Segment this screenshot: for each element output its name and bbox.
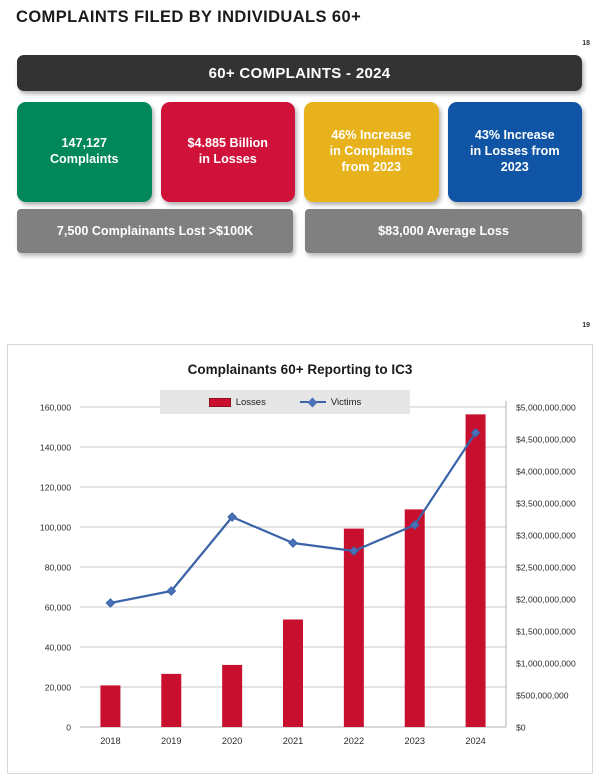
complaints-banner: 60+ COMPLAINTS - 2024 xyxy=(17,55,582,91)
chart-legend: Losses Victims xyxy=(160,390,410,414)
stat-card-complaints: 147,127 Complaints xyxy=(17,102,152,202)
chart-line-marker xyxy=(348,546,359,556)
banner-label: 60+ COMPLAINTS - 2024 xyxy=(208,64,391,82)
stat-card-loss-increase: 43% Increase in Losses from 2023 xyxy=(447,102,582,202)
right-axis-tick-label: $2,500,000,000 xyxy=(516,562,576,572)
x-axis-tick-label: 2020 xyxy=(222,736,242,746)
slide-18-section: 18 60+ COMPLAINTS - 2024 147,127 Complai… xyxy=(0,36,600,296)
right-axis-tick-label: $1,000,000,000 xyxy=(516,658,576,668)
left-axis-tick-label: 140,000 xyxy=(40,442,71,452)
chart-container: Complainants 60+ Reporting to IC3 0 20,00… xyxy=(7,344,593,774)
chart-bar xyxy=(100,685,121,727)
legend-label-losses: Losses xyxy=(235,396,266,408)
left-axis-tick-label: 100,000 xyxy=(40,522,71,532)
left-axis-tick-label: 60,000 xyxy=(45,602,72,612)
stat-card-line2: in Losses from xyxy=(469,144,560,159)
left-axis-tick-label: 40,000 xyxy=(45,642,72,652)
right-axis-tick-label: $2,000,000,000 xyxy=(516,594,576,604)
stat-card-line3: from 2023 xyxy=(341,159,401,174)
stat-card-line3: 2023 xyxy=(500,159,529,174)
right-axis-tick-label: $4,000,000,000 xyxy=(516,466,576,476)
chart-line-marker xyxy=(227,512,238,522)
right-axis-tick-label: $4,500,000,000 xyxy=(516,434,576,444)
slide-19-section: 19 Complainants 60+ Reporting to IC3 0 20… xyxy=(0,316,600,779)
stat-card-line1: $4.885 Billion xyxy=(187,136,269,151)
chart-bar xyxy=(283,619,303,727)
chart-title: Complainants 60+ Reporting to IC3 xyxy=(187,362,413,377)
gray-card-complainants-lost: 7,500 Complainants Lost >$100K xyxy=(17,209,293,253)
legend-line-swatch-icon xyxy=(299,397,326,407)
stat-card-row: 147,127 Complaints $4.885 Billion in Los… xyxy=(17,102,582,202)
gray-card-line1: 7,500 Complainants Lost xyxy=(56,223,206,238)
chart-bar xyxy=(465,414,486,727)
gray-card-average-loss: $83,000 Average Loss xyxy=(305,209,582,253)
chart-line-marker xyxy=(409,520,420,530)
right-axis-tick-label: $0 xyxy=(516,722,526,732)
left-axis-tick-label: 120,000 xyxy=(40,482,71,492)
gray-card-line2: >$100K xyxy=(208,223,254,238)
slide-18-page-number: 18 xyxy=(582,40,590,47)
page-title: COMPLAINTS FILED BY INDIVIDUALS 60+ xyxy=(16,8,362,26)
slide-19-page-number: 19 xyxy=(582,322,590,329)
stat-card-line2: Complaints xyxy=(49,152,119,166)
stat-card-line1: 147,127 xyxy=(61,136,107,151)
gray-card-row: 7,500 Complainants Lost >$100K $83,000 A… xyxy=(17,209,582,253)
stat-card-losses: $4.885 Billion in Losses xyxy=(160,102,295,202)
stat-card-complaint-increase: 46% Increase in Complaints from 2023 xyxy=(304,102,439,202)
right-axis-tick-label: $3,500,000,000 xyxy=(516,498,576,508)
x-axis-tick-label: 2022 xyxy=(344,736,364,746)
chart-line-marker xyxy=(470,427,481,438)
x-axis-tick-label: 2024 xyxy=(465,736,485,746)
right-axis-tick-label: $3,000,000,000 xyxy=(516,530,576,540)
chart-line-marker xyxy=(288,538,298,548)
legend-item-losses: Losses xyxy=(208,396,266,408)
chart-bar xyxy=(161,673,182,727)
legend-bar-swatch-icon xyxy=(208,397,231,407)
chart-bar xyxy=(404,509,425,727)
left-axis-tick-label: 160,000 xyxy=(40,402,71,412)
gray-card-line1: $83,000 Average Loss xyxy=(378,223,509,238)
chart-plot-area: 0 20,000 40,000 60,000 80,000 100,000 120,000 1… xyxy=(40,401,576,746)
stat-card-line1: 43% Increase xyxy=(474,128,555,143)
chart-line-marker xyxy=(166,586,177,596)
legend-label-victims: Victims xyxy=(330,396,362,408)
x-axis-tick-label: 2018 xyxy=(100,736,120,746)
left-axis-tick-label: 0 xyxy=(66,722,71,732)
chart-bar xyxy=(222,664,243,727)
x-axis-tick-label: 2021 xyxy=(283,736,303,746)
chart-bar xyxy=(343,528,364,727)
left-axis-tick-label: 80,000 xyxy=(45,562,72,572)
left-axis-tick-label: 20,000 xyxy=(45,682,72,692)
chart-line-marker xyxy=(105,598,116,608)
right-axis-tick-label: $1,500,000,000 xyxy=(516,626,576,636)
stat-card-line2: in Losses xyxy=(198,152,257,166)
stat-card-line2: in Complaints xyxy=(329,144,413,159)
stat-card-line1: 46% Increase xyxy=(331,128,412,143)
legend-item-victims: Victims xyxy=(299,396,362,408)
x-axis-tick-label: 2019 xyxy=(161,736,181,746)
right-axis-tick-label: $5,000,000,000 xyxy=(516,402,576,412)
right-axis-tick-label: $500,000,000 xyxy=(516,690,569,700)
x-axis-tick-label: 2023 xyxy=(404,736,424,746)
